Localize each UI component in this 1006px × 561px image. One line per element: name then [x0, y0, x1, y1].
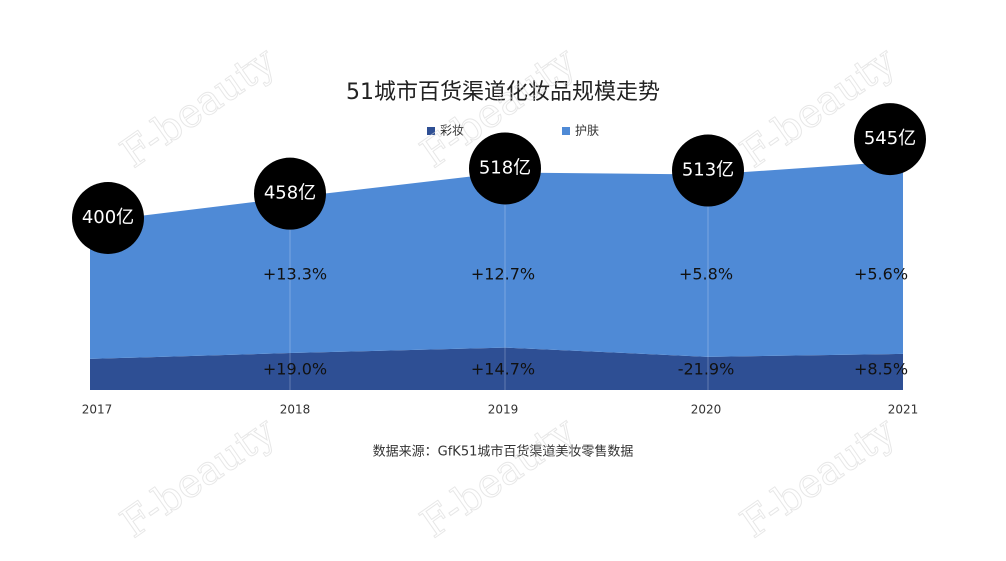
change-label: -21.9%: [678, 360, 735, 379]
total-circle: [672, 134, 744, 207]
change-label: +12.7%: [471, 265, 535, 284]
change-label: +19.0%: [263, 360, 327, 379]
change-label: +5.8%: [679, 265, 733, 284]
legend-label: 护肤: [575, 123, 599, 138]
x-tick-label: 2019: [488, 403, 519, 417]
legend-swatch: [427, 127, 435, 135]
x-tick-label: 2020: [691, 403, 722, 417]
watermark: F-beauty: [413, 408, 585, 547]
total-label: 545亿: [864, 128, 916, 149]
x-tick-label: 2021: [888, 403, 919, 417]
x-tick-label: 2017: [82, 403, 113, 417]
total-circle: [854, 103, 926, 176]
total-label: 458亿: [264, 183, 316, 204]
total-label: 518亿: [479, 157, 531, 178]
total-circle: [72, 182, 144, 254]
watermark: F-beauty: [113, 38, 285, 177]
total-label: 513亿: [682, 160, 734, 181]
change-label: +13.3%: [263, 265, 327, 284]
x-tick-label: 2018: [280, 403, 311, 417]
change-label: +8.5%: [854, 360, 908, 379]
change-label: +5.6%: [854, 265, 908, 284]
total-label: 400亿: [82, 207, 134, 228]
watermark: F-beauty: [113, 408, 285, 547]
change-label: +14.7%: [471, 360, 535, 379]
total-circle: [254, 157, 326, 230]
source-note: 数据来源：GfK51城市百货渠道美妆零售数据: [373, 444, 634, 460]
chart-title: 51城市百货渠道化妆品规模走势: [346, 80, 660, 105]
area: [90, 347, 903, 390]
total-circle: [469, 132, 541, 205]
legend-swatch: [562, 127, 570, 135]
watermark: F-beauty: [733, 408, 905, 547]
legend-label: 彩妆: [440, 124, 464, 138]
